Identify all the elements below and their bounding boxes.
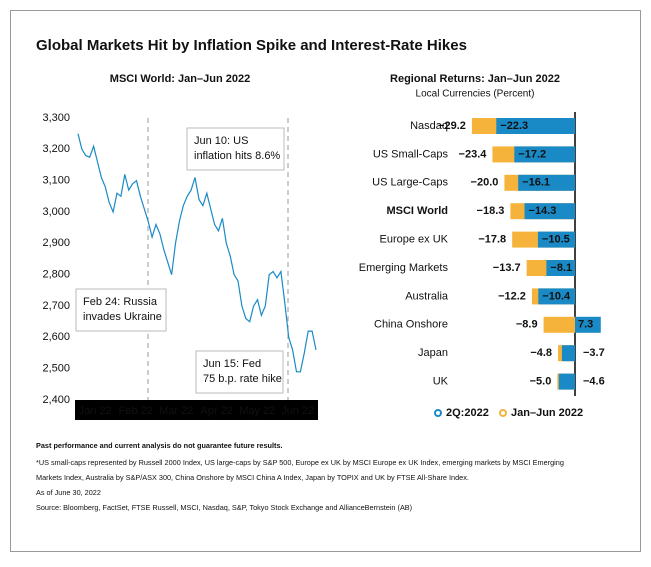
value-label: −10.5 (542, 234, 570, 246)
annotation: Feb 24: Russia (83, 296, 158, 308)
legend-label: 2Q:2022 (446, 407, 489, 419)
annotation-box (186, 127, 285, 171)
value-label: −22.3 (500, 120, 528, 132)
bar (561, 345, 575, 362)
bar (496, 118, 575, 134)
value-label: −14.3 (529, 205, 557, 217)
value-label: −8.9 (516, 319, 538, 331)
y-tick-label: 2,600 (42, 331, 70, 343)
x-axis-band (75, 400, 318, 420)
y-tick-label: 2,500 (42, 363, 70, 375)
x-tick-label: Jun 22 (281, 405, 314, 417)
right-chart-title: Regional Returns: Jan–Jun 2022 (390, 73, 560, 85)
annotation-box (75, 288, 167, 332)
annotation: Jun 15: Fed (203, 358, 261, 370)
value-label: −16.1 (522, 177, 550, 189)
annotation-box (195, 350, 284, 394)
value-label: −10.4 (542, 290, 571, 302)
value-label: −3.7 (583, 347, 605, 359)
x-tick-label: Feb 22 (119, 405, 153, 417)
value-label: 7.3 (578, 319, 593, 331)
category-label: Australia (405, 290, 449, 302)
value-label: −18.3 (477, 205, 505, 217)
annotation: Jun 10: US (194, 135, 248, 147)
bar (538, 288, 575, 305)
bar (575, 316, 601, 333)
category-label: MSCI World (386, 205, 448, 217)
x-tick-label: May 22 (239, 405, 275, 417)
value-label: −17.2 (518, 148, 546, 160)
value-label: −23.4 (459, 148, 488, 160)
category-label: China Onshore (374, 319, 448, 331)
y-tick-label: 3,000 (42, 206, 70, 218)
y-tick-label: 2,900 (42, 237, 70, 249)
value-label: −29.2 (438, 120, 466, 132)
page-title: Global Markets Hit by Inflation Spike an… (36, 37, 467, 54)
bar (543, 316, 575, 333)
x-tick-label: Mar 22 (159, 405, 193, 417)
y-tick-label: 2,800 (42, 269, 70, 281)
annotation: invades Ukraine (83, 311, 162, 323)
bar (558, 373, 575, 390)
value-label: −20.0 (471, 177, 499, 189)
left-chart-title: MSCI World: Jan–Jun 2022 (110, 73, 250, 85)
annotation: inflation hits 8.6% (194, 150, 280, 162)
value-label: −4.6 (583, 376, 605, 388)
category-label: UK (433, 376, 449, 388)
frame (10, 10, 641, 552)
legend-marker (499, 409, 507, 417)
y-tick-label: 3,100 (42, 175, 70, 187)
footnote: Source: Bloomberg, FactSet, FTSE Russell… (36, 503, 412, 512)
right-chart-subtitle: Local Currencies (Percent) (416, 89, 535, 100)
value-label: −13.7 (493, 262, 521, 274)
bar (524, 203, 575, 220)
value-label: −4.8 (530, 347, 552, 359)
value-label: −12.2 (498, 290, 526, 302)
footnote: *US small-caps represented by Russell 20… (36, 458, 564, 467)
x-tick-label: Apr 22 (201, 405, 233, 417)
bar (546, 260, 575, 276)
category-label: US Large-Caps (372, 177, 448, 189)
y-tick-label: 2,700 (42, 300, 70, 312)
bar (537, 231, 575, 248)
category-label: Emerging Markets (359, 262, 449, 274)
legend-marker (434, 409, 442, 417)
y-tick-label: 3,300 (42, 112, 70, 124)
value-label: −8.1 (550, 262, 572, 274)
price-line (77, 133, 317, 373)
y-tick-label: 2,400 (42, 394, 70, 406)
legend-label: Jan–Jun 2022 (511, 407, 583, 419)
y-tick-label: 3,200 (42, 143, 70, 155)
annotation: 75 b.p. rate hike (203, 373, 282, 385)
footnote: Markets Index, Australia by S&P/ASX 300,… (36, 473, 469, 482)
category-label: US Small-Caps (373, 148, 449, 160)
value-label: −17.8 (478, 234, 506, 246)
value-label: −5.0 (530, 376, 552, 388)
bar (518, 174, 575, 191)
category-label: Nasdaq (410, 120, 448, 132)
category-label: Europe ex UK (380, 234, 449, 246)
x-tick-label: Jan 22 (79, 405, 112, 417)
category-label: Japan (418, 347, 448, 359)
footnote: Past performance and current analysis do… (36, 441, 283, 450)
bar (514, 146, 575, 163)
footnote: As of June 30, 2022 (36, 488, 101, 497)
